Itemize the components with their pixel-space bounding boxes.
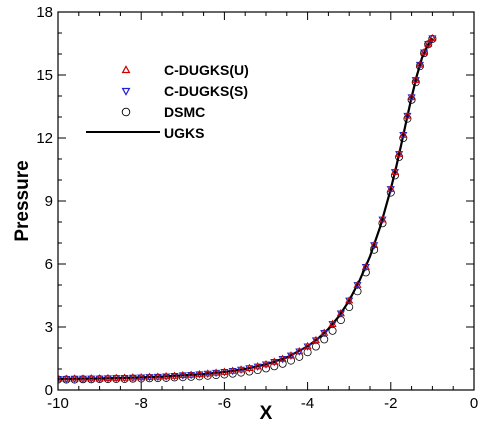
- c-dugks-u-point: [203, 369, 212, 377]
- legend-label-c-dugks-u: C-DUGKS(U): [164, 62, 249, 78]
- y-tick-label: 18: [36, 4, 53, 21]
- c-dugks-u-point: [303, 341, 312, 350]
- y-tick-label: 6: [45, 256, 53, 273]
- dsmc-point: [278, 359, 287, 368]
- c-dugks-u-point: [87, 374, 96, 382]
- c-dugks-u-point: [178, 370, 187, 379]
- c-dugks-u-point: [424, 39, 433, 47]
- y-tick-label: 9: [45, 193, 53, 210]
- c-dugks-u-point: [245, 363, 254, 372]
- x-tick-label: -6: [218, 395, 231, 412]
- c-dugks-u-point: [419, 47, 429, 56]
- c-dugks-u-point: [378, 215, 387, 223]
- x-tick-label: -8: [135, 395, 148, 412]
- legend-label-dsmc: DSMC: [164, 104, 205, 120]
- dsmc-point: [295, 352, 304, 361]
- c-dugks-u-point: [353, 280, 362, 288]
- c-dugks-u-point: [403, 111, 412, 119]
- c-dugks-u-point: [311, 335, 321, 344]
- c-dugks-u-point: [153, 372, 162, 380]
- c-dugks-u-point: [211, 368, 221, 376]
- x-tick-label: -4: [301, 395, 314, 412]
- c-dugks-u-point: [228, 366, 237, 374]
- c-dugks-u-point: [95, 374, 104, 382]
- c-dugks-u-point: [253, 362, 262, 370]
- c-dugks-u-point: [395, 149, 404, 157]
- legend-label-c-dugks-s: C-DUGKS(S): [164, 83, 248, 99]
- c-dugks-u-point: [236, 365, 246, 373]
- c-dugks-u-point: [390, 167, 400, 175]
- y-axis-title: Pressure: [12, 160, 33, 241]
- legend-marker-dsmc: [121, 107, 131, 117]
- y-tick-label: 3: [45, 319, 53, 336]
- c-dugks-u-point: [137, 372, 146, 381]
- c-dugks-u-point: [162, 371, 171, 380]
- plot-frame: [57, 11, 475, 391]
- c-dugks-u-point: [320, 328, 329, 336]
- c-dugks-u-point: [278, 354, 287, 362]
- c-dugks-u-point: [336, 308, 345, 317]
- c-dugks-u-point: [145, 372, 154, 380]
- c-dugks-u-point: [62, 374, 71, 382]
- y-tick-label: 15: [36, 67, 53, 84]
- c-dugks-u-point: [58, 374, 63, 382]
- c-dugks-u-point: [328, 319, 337, 327]
- c-dugks-u-point: [70, 374, 79, 382]
- c-dugks-u-point: [411, 75, 420, 83]
- legend-marker-c-dugks-u: [121, 65, 131, 74]
- c-dugks-u-point: [187, 370, 196, 378]
- dsmc-point: [187, 372, 196, 381]
- c-dugks-u-point: [261, 359, 271, 368]
- c-dugks-u-point: [112, 373, 121, 381]
- c-dugks-u-point: [345, 296, 354, 304]
- y-tick-label: 0: [45, 382, 53, 399]
- axis-ticks: -10 -8 -6 -4 -2 0 0 3 6 9 12 15 18: [36, 4, 478, 412]
- dsmc-point: [286, 356, 295, 365]
- c-dugks-u-point: [407, 92, 416, 101]
- legend-label-ugks: UGKS: [164, 125, 204, 141]
- c-dugks-u-point: [428, 33, 437, 42]
- y-tick-label: 12: [36, 130, 53, 147]
- c-dugks-u-point: [370, 240, 379, 248]
- legend: C-DUGKS(U) C-DUGKS(S) DSMC UGKS: [86, 62, 249, 141]
- c-dugks-u-point: [128, 373, 137, 381]
- c-dugks-u-point: [78, 374, 88, 382]
- c-dugks-u-point: [295, 346, 304, 355]
- c-dugks-u-point: [361, 262, 370, 270]
- plot-series-layer: [58, 33, 437, 384]
- c-dugks-u-point: [103, 373, 113, 382]
- c-dugks-u-point: [220, 367, 229, 375]
- x-tick-label: -10: [47, 395, 69, 412]
- x-tick-label: -2: [384, 395, 397, 412]
- c-dugks-u-point: [120, 373, 129, 381]
- legend-marker-c-dugks-s: [121, 87, 131, 96]
- dsmc-point: [178, 373, 187, 382]
- c-dugks-u-point: [286, 351, 296, 359]
- c-dugks-u-point: [399, 130, 408, 138]
- c-dugks-u-point: [170, 371, 179, 379]
- c-dugks-u-point: [386, 184, 395, 192]
- x-axis-title: X: [260, 403, 273, 424]
- c-dugks-u-point: [415, 60, 425, 68]
- c-dugks-u-point: [270, 357, 279, 365]
- c-dugks-u-point: [195, 369, 204, 378]
- x-tick-label: 0: [470, 395, 478, 412]
